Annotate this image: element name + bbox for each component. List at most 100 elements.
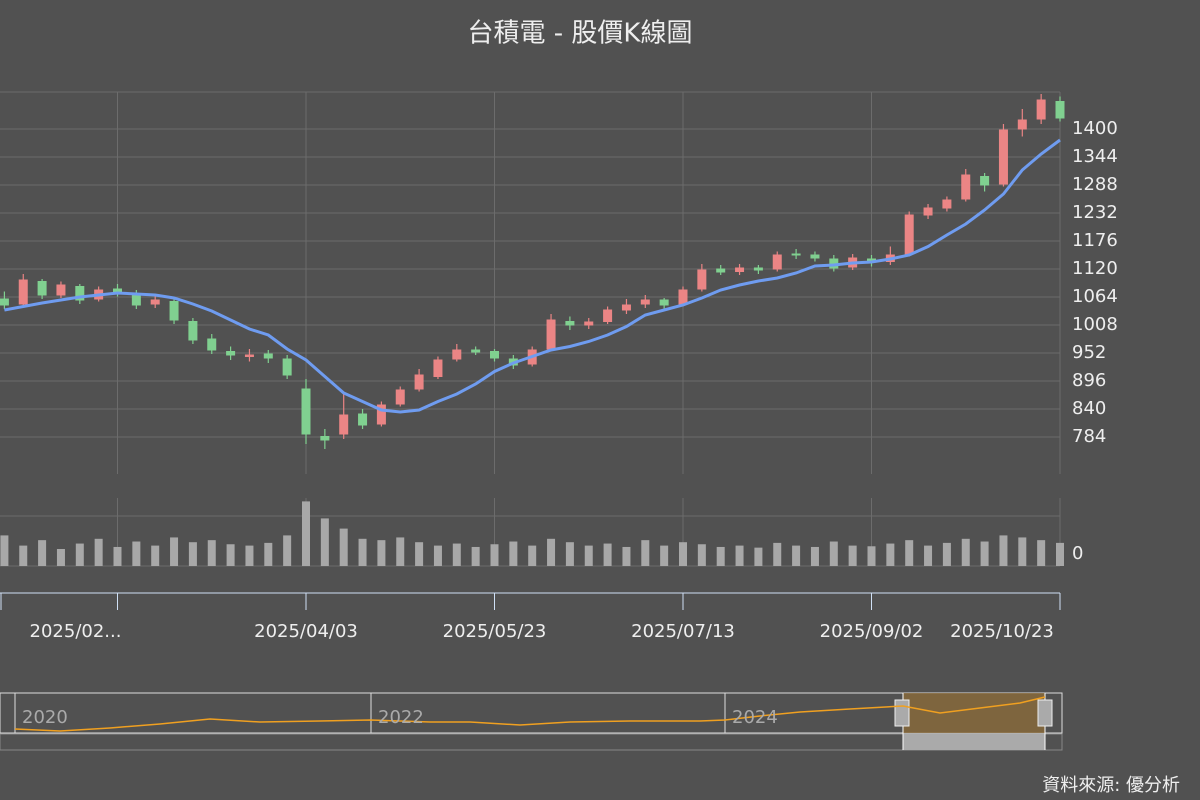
candle-body [603,309,613,322]
volume-bar [584,545,593,566]
volume-bar [792,545,801,566]
y-tick-label: 1008 [1072,314,1118,335]
volume-bar [19,545,28,566]
volume-bar [924,545,933,566]
y-tick-label: 1064 [1072,286,1118,307]
candle-body [150,299,160,305]
volume-bar [886,543,895,566]
overview[interactable]: 2020 2022 2024 [0,692,1063,751]
volume-bar [848,545,857,566]
y-tick-label: 952 [1072,342,1106,363]
volume-bar [75,543,84,566]
volume-bar [961,538,970,566]
volume-bar [980,541,989,566]
y-tick-label: 1288 [1072,174,1118,195]
overview-bar[interactable] [903,734,1045,750]
y-tick-label: 0 [1072,543,1083,564]
chart-title: 台積電 - 股價K線圖 [468,19,693,49]
x-tick-label: 2025/09/02 [820,621,924,642]
volume-bar [565,542,574,566]
volume-bar [810,546,819,566]
candle-body [339,414,349,435]
volume-bar [264,542,273,566]
volume-bar [151,545,160,566]
volume-bar [132,541,141,566]
volume-bar [113,546,122,566]
handle[interactable] [894,699,910,727]
candle-body [282,358,292,376]
x-tick-label: 2025/10/23 [950,621,1054,642]
candle-body [565,321,575,326]
volume-bar [773,542,782,566]
overview-label: 2022 [378,707,424,728]
volume-bar [207,540,216,566]
candle-body [546,319,556,350]
volume-bar [942,542,951,566]
candle-body [0,298,9,306]
candle-body [716,268,726,273]
x-tick-label: 2025/07/13 [631,621,735,642]
candle-body [584,321,594,326]
volume-bar [377,540,386,566]
volume-bar [302,501,310,566]
volume-bar [754,547,763,566]
candle-body [961,174,971,200]
candle-body [621,304,631,311]
candle-body [810,254,820,259]
overview-frame [0,692,1063,734]
y-tick-label: 840 [1072,398,1106,419]
candle-body [640,299,650,305]
volume-bar [188,542,197,566]
volume-bar [56,549,65,566]
candle-body [904,214,914,255]
handle[interactable] [1037,699,1053,727]
volume-bar [433,545,442,566]
volume-bar [396,537,405,566]
candle-body [376,404,386,425]
candle-body [452,349,462,360]
volume-bar [603,543,612,566]
volume-bar [283,535,292,566]
volume-bar [679,542,687,566]
volume-bar [38,540,47,566]
volume-bar [735,545,744,566]
candle-body [772,254,782,270]
candle-body [244,354,254,357]
volume-bar [1037,540,1046,566]
candle-body [659,299,669,306]
volume-bar [867,546,876,566]
overview-track [0,733,1063,751]
volume-bar [660,545,669,566]
y-tick-label: 1344 [1072,146,1118,167]
source: 資料來源: 優分析 [1042,775,1180,796]
candle-body [1055,101,1065,119]
candle-body [678,289,688,305]
volume-bar [170,537,179,566]
volume-bar [452,543,461,566]
volume-bar [716,546,725,566]
volume-bar [829,541,838,566]
candle-body [226,351,236,356]
x-tick-label: 2025/05/23 [443,621,547,642]
candle-body [414,374,424,390]
y-tick-label: 1232 [1072,202,1118,223]
volume-bar [358,538,367,566]
candle-body [980,176,990,186]
x-tick-label: 2025/02... [30,621,122,642]
candle-body [395,389,405,405]
volume-bar [471,546,480,566]
candle-body [1036,99,1046,120]
candle-body [490,351,499,359]
candle-body [18,279,28,305]
volume-bar [547,538,556,566]
volume-bar [622,546,631,566]
y-tick-label: 1400 [1072,118,1118,139]
volume-bar [490,544,499,566]
overview-window[interactable] [903,693,1045,733]
candle-body [301,388,311,435]
overview-line [14,696,1046,732]
overview-label: 2020 [22,707,68,728]
volume-bar [320,518,329,566]
ma-line [4,138,1061,414]
